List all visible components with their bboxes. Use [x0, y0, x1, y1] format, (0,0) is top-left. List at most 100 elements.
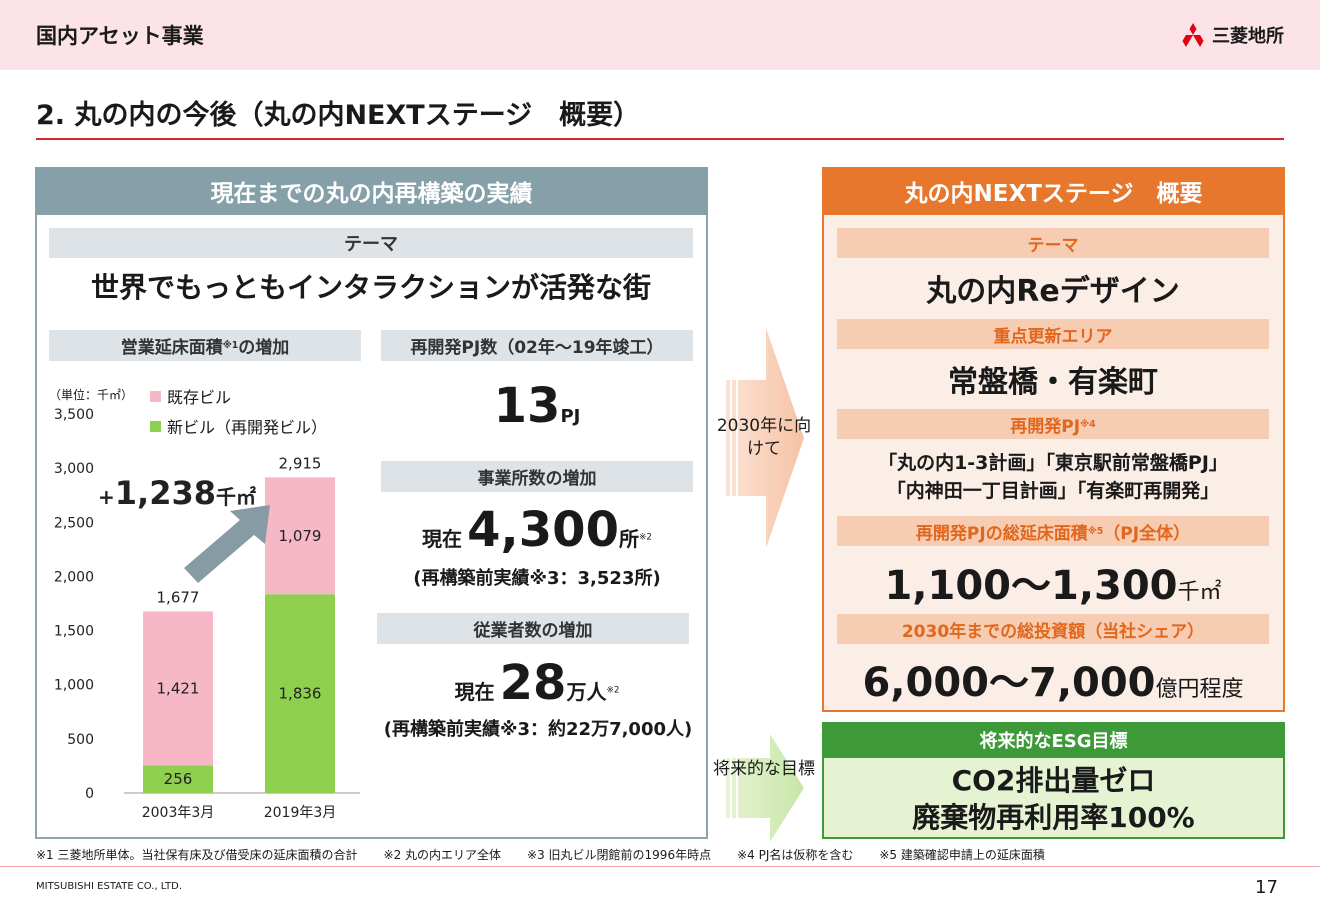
bar-value-label: 1,421: [157, 679, 200, 697]
focus-area-label: 重点更新エリア: [837, 319, 1269, 349]
three-diamonds-icon: [1182, 23, 1204, 47]
chart-legend: 既存ビル 新ビル（再開発ビル）: [150, 384, 327, 438]
legend-item-existing: 既存ビル: [150, 384, 327, 408]
legend-label-existing: 既存ビル: [167, 388, 232, 407]
achievements-panel-title: 現在までの丸の内再構築の実績: [35, 167, 708, 215]
chart-unit-label: （単位：千㎡）: [49, 388, 134, 402]
footnote-1: ※1 三菱地所単体。当社保有床及び借受床の延床面積の合計: [36, 848, 358, 862]
floor-area-label-suffix: の増加: [238, 338, 290, 358]
y-tick-label: 1,000: [54, 678, 94, 694]
achievements-panel: [35, 167, 708, 839]
bar-value-label: 1,836: [279, 685, 322, 703]
esg-goal-2: 廃棄物再利用率100%: [912, 801, 1195, 834]
y-tick-label: 3,000: [54, 461, 94, 477]
esg-goal-1: CO2排出量ゼロ: [951, 764, 1156, 797]
floor-area-chart: 0 500 1,000 1,500 2,000 2,500 3,000 3,500 256 1,…: [54, 407, 360, 821]
total-floor-area-label: 再開発PJの総延床面積 ※5 （PJ全体）: [837, 516, 1269, 546]
y-tick-label: 2,500: [54, 515, 94, 531]
redevelopment-pj-line-2: 「内神田一丁目計画」「有楽町再開発」: [886, 480, 1220, 502]
page-title: 2. 丸の内の今後（丸の内NEXTステージ 概要）: [36, 100, 641, 131]
company-name: MITSUBISHI ESTATE CO., LTD.: [36, 881, 182, 892]
y-tick-label: 1,500: [54, 624, 94, 640]
employee-previous: (再構築前実績※3：約22万7,000人): [383, 719, 693, 740]
floor-area-footnote-mark: ※1: [222, 340, 239, 351]
x-tick-label: 2003年3月: [142, 805, 215, 821]
legend-swatch-new: [150, 420, 161, 432]
y-tick-label: 500: [67, 732, 94, 748]
legend-swatch-existing: [150, 390, 161, 402]
office-previous: (再構築前実績※3：3,523所): [413, 568, 661, 589]
focus-area-text: 常盤橋・有楽町: [948, 365, 1158, 400]
section-title: 国内アセット事業: [36, 24, 204, 48]
footnote-4: ※4 PJ名は仮称を含む: [737, 848, 854, 862]
increase-arrow-icon: [184, 505, 270, 583]
redevelopment-pj-label-text: 再開発PJ: [1010, 416, 1081, 437]
pj-count: 13PJ: [381, 378, 693, 434]
footnote-2: ※2 丸の内エリア全体: [383, 848, 502, 862]
y-tick-label: 2,000: [54, 569, 94, 585]
company-logo: 三菱地所: [1180, 22, 1284, 48]
investment-unit: 億円程度: [1155, 677, 1244, 702]
pj-count-label: 再開発PJ数（02年～19年竣工）: [381, 330, 693, 361]
total-floor-area-label-suffix: （PJ全体）: [1103, 523, 1191, 544]
legend-label-new: 新ビル（再開発ビル）: [167, 418, 328, 437]
increase-annotation: +1,238千㎡: [98, 474, 256, 512]
bar-total-label: 1,677: [157, 588, 200, 606]
pj-count-unit: PJ: [560, 406, 581, 427]
office-prefix: 現在: [422, 527, 463, 551]
y-tick-label: 0: [85, 786, 94, 802]
employee-footnote-mark: ※2: [606, 685, 620, 696]
bar-total-label: 2,915: [279, 454, 322, 472]
office-count-label: 事業所数の増加: [381, 461, 693, 492]
left-theme-text: 世界でもっともインタラクションが活発な街: [90, 271, 651, 304]
right-theme-text: 丸の内Reデザイン: [926, 274, 1180, 309]
bar-value-label: 256: [164, 770, 193, 788]
esg-goals: CO2排出量ゼロ 廃棄物再利用率100%: [822, 762, 1285, 836]
redevelopment-pj-list: 「丸の内1-3計画」「東京駅前常盤橋PJ」 「内神田一丁目計画」「有楽町再開発」: [830, 449, 1276, 505]
esg-panel-title: 将来的なESG目標: [822, 722, 1285, 758]
floor-area-label: 営業延床面積 ※1 の増加: [49, 330, 361, 361]
investment-label: 2030年までの総投資額（当社シェア）: [837, 614, 1269, 644]
employee-count-label: 従業者数の増加: [377, 613, 689, 644]
top-bar: [0, 0, 1320, 70]
total-floor-area-footnote-mark: ※5: [1087, 525, 1104, 537]
bar-segment: [143, 611, 213, 766]
arrow-top-text: 2030年に向けて: [716, 416, 812, 459]
next-stage-panel-title: 丸の内NEXTステージ 概要: [822, 167, 1285, 215]
page-number: 17: [1255, 877, 1278, 898]
forward-arrow-bottom: [726, 734, 804, 842]
employee-unit: 万人: [566, 680, 607, 704]
chart-annotation: +1,238千㎡: [98, 474, 270, 583]
bar-segment: [265, 594, 335, 793]
investment-amount: 6,000～7,000億円程度: [830, 650, 1276, 708]
employee-count: 現在 28万人※2: [381, 655, 693, 711]
total-floor-area-value: 1,100～1,300: [884, 563, 1178, 609]
footnotes: ※1 三菱地所単体。当社保有床及び借受床の延床面積の合計 ※2 丸の内エリア全体…: [36, 846, 1071, 863]
employee-count-value: 28: [499, 655, 567, 711]
title-rule: [36, 138, 1284, 140]
forward-arrow-top: [726, 328, 804, 548]
office-count: 現在 4,300所※2: [381, 502, 693, 558]
bar-segment: [143, 765, 213, 793]
redevelopment-pj-footnote-mark: ※4: [1080, 418, 1096, 430]
pj-count-value: 13: [493, 378, 561, 434]
investment-value: 6,000～7,000: [862, 660, 1156, 706]
total-floor-area-unit: 千㎡: [1177, 580, 1222, 605]
office-footnote-mark: ※2: [638, 532, 652, 543]
arrow-bottom-text: 将来的な目標: [713, 759, 815, 779]
legend-item-new: 新ビル（再開発ビル）: [150, 414, 327, 438]
employee-prefix: 現在: [454, 680, 495, 704]
footnote-5: ※5 建築確認申請上の延床面積: [879, 848, 1045, 862]
redevelopment-pj-label: 再開発PJ ※4: [837, 409, 1269, 439]
x-tick-label: 2019年3月: [264, 805, 337, 821]
logo-text: 三菱地所: [1212, 26, 1284, 47]
total-floor-area: 1,100～1,300千㎡: [837, 553, 1269, 611]
left-theme-label: テーマ: [49, 228, 693, 258]
bar-segment: [265, 477, 335, 595]
redevelopment-pj-line-1: 「丸の内1-3計画」「東京駅前常盤橋PJ」: [878, 452, 1228, 474]
right-theme-label: テーマ: [837, 228, 1269, 258]
bar-value-label: 1,079: [279, 527, 322, 545]
total-floor-area-label-text: 再開発PJの総延床面積: [915, 523, 1088, 544]
footer-rule: [0, 866, 1320, 867]
office-count-value: 4,300: [467, 502, 619, 558]
